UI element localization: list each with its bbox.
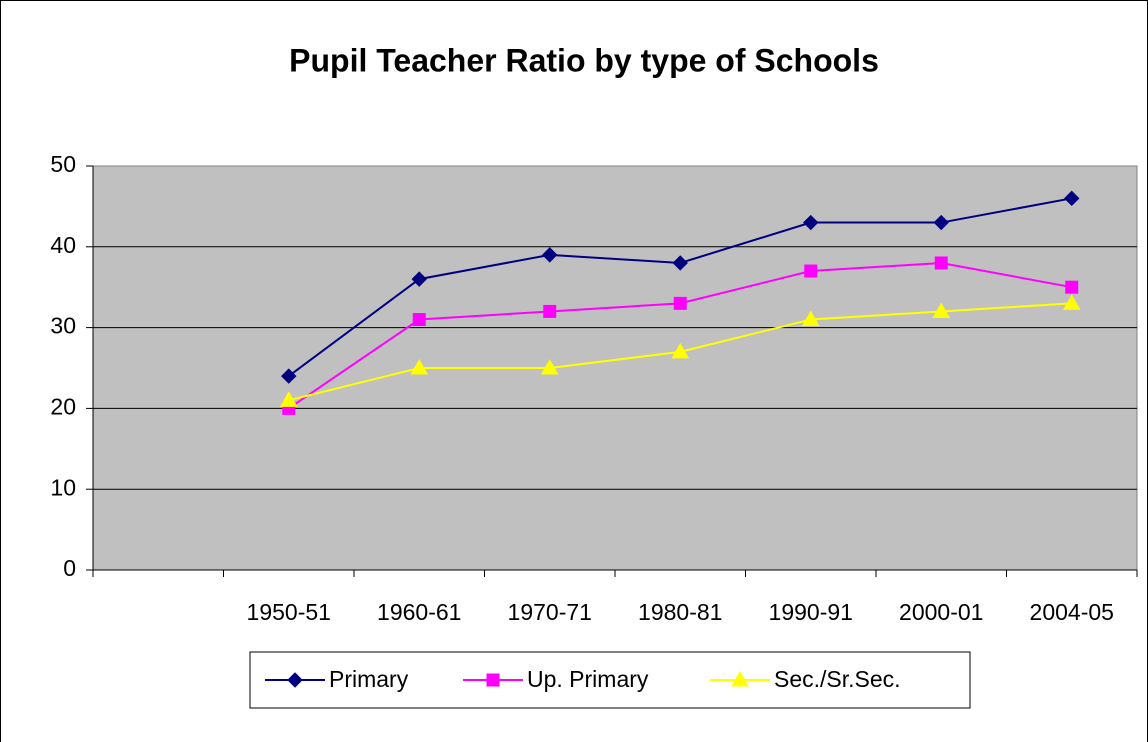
legend-marker xyxy=(486,673,500,687)
data-point xyxy=(279,391,298,407)
x-tick-label: 1980-81 xyxy=(638,599,722,625)
y-tick-label: 50 xyxy=(50,151,76,177)
data-point xyxy=(671,342,690,359)
data-point xyxy=(933,214,949,231)
data-point xyxy=(672,255,688,271)
x-tick-label: 1990-91 xyxy=(769,599,853,625)
legend-label: Sec./Sr.Sec. xyxy=(774,666,901,692)
data-point xyxy=(540,358,559,375)
legend-label: Primary xyxy=(329,666,409,692)
y-tick-label: 40 xyxy=(50,232,76,258)
data-point xyxy=(1065,280,1079,294)
y-tick-label: 10 xyxy=(50,474,76,500)
legend-label: Up. Primary xyxy=(527,666,649,692)
y-tick-label: 0 xyxy=(63,555,76,581)
data-point xyxy=(410,358,429,375)
x-tick-label: 1960-61 xyxy=(377,599,461,625)
data-point xyxy=(803,214,819,231)
data-point xyxy=(804,264,818,278)
data-point xyxy=(411,271,427,287)
data-point xyxy=(801,310,820,327)
data-point xyxy=(412,313,426,327)
x-tick-label: 2004-05 xyxy=(1030,599,1114,625)
plot-area xyxy=(92,165,1138,571)
y-tick-label: 20 xyxy=(50,393,76,419)
data-point xyxy=(1064,190,1080,207)
data-point xyxy=(281,368,297,384)
y-tick-label: 30 xyxy=(50,313,76,339)
data-point xyxy=(1062,294,1081,310)
chart-title: Pupil Teacher Ratio by type of Schools xyxy=(289,42,879,78)
legend-box xyxy=(249,651,971,709)
data-point xyxy=(932,302,951,318)
data-point xyxy=(542,247,558,263)
x-tick-label: 1970-71 xyxy=(508,599,592,625)
data-point xyxy=(543,304,557,318)
legend-marker xyxy=(731,670,749,687)
x-tick-label: 1950-51 xyxy=(247,599,331,625)
data-point xyxy=(934,256,948,270)
legend-marker xyxy=(287,672,303,688)
data-point xyxy=(673,296,687,310)
x-tick-label: 2000-01 xyxy=(899,599,983,625)
